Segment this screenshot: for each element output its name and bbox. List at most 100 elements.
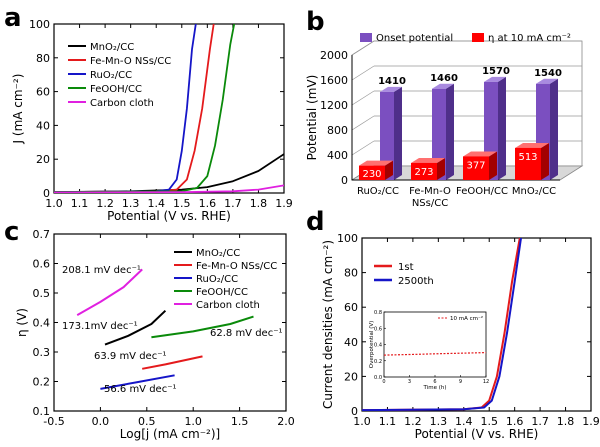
x-category-label: MnO₂/CC xyxy=(512,186,556,197)
onset-bar-side xyxy=(446,83,454,180)
inset-y-tick-label: 0.8 xyxy=(374,310,382,316)
tafel-slope-annotation: 173.1mV dec⁻¹ xyxy=(62,321,138,332)
chart-panel-c: -0.5 0.0 0.5 1.0 1.5 2.0 0.1 0.2 0.3 0.4 0.5 0.6 0.7… xyxy=(15,228,295,441)
panel-letter-a: a xyxy=(4,3,22,33)
inset-x-tick-label: 0 xyxy=(382,379,385,385)
onset-value-label: 1570 xyxy=(482,66,510,77)
onset-bar-top xyxy=(536,78,558,84)
eta-bar-top xyxy=(515,142,549,148)
x-axis-label: Potential (V vs. RHE) xyxy=(107,209,231,223)
y-tick-label: 0.1 xyxy=(33,405,51,418)
x-tick-label: 1.6 xyxy=(506,415,524,428)
y-tick-label: 0.2 xyxy=(33,375,51,388)
inset-y-tick-label: 0.6 xyxy=(374,326,382,332)
panel-letter-c: c xyxy=(4,217,19,247)
legend-swatch xyxy=(472,33,484,42)
y-tick-label: 0.4 xyxy=(33,316,51,329)
eta-value-label: 230 xyxy=(362,169,381,180)
y-axis-label: Potential (mV) xyxy=(305,75,319,161)
inset-y-tick-label: 0.2 xyxy=(374,359,382,365)
series-line xyxy=(362,238,522,411)
legend-label: Carbon cloth xyxy=(90,98,154,109)
legend-label: Fe-Mn-O NSs/CC xyxy=(90,56,171,67)
onset-bar-side xyxy=(498,76,506,180)
y-tick-label: 100 xyxy=(29,18,50,31)
y-axis-label: Current densities (mA cm⁻²) xyxy=(321,240,335,409)
y-tick-label: 0 xyxy=(341,174,348,187)
series-line xyxy=(76,268,143,316)
x-tick-label: 1.7 xyxy=(531,415,549,428)
series-line xyxy=(100,374,175,390)
x-category-label: RuO₂/CC xyxy=(357,186,399,197)
x-tick-label: 1.2 xyxy=(404,415,422,428)
panel-letter-d: d xyxy=(306,207,325,237)
x-tick-label: 1.1 xyxy=(379,415,397,428)
eta-bar-top xyxy=(463,151,497,157)
eta-bar xyxy=(463,156,489,180)
onset-bar-top xyxy=(380,86,402,92)
eta-bar-top xyxy=(411,157,445,163)
onset-value-label: 1410 xyxy=(378,76,406,87)
onset-bar xyxy=(380,91,394,180)
tafel-slope-annotation: 208.1 mV dec⁻¹ xyxy=(62,265,141,276)
eta-value-label: 273 xyxy=(414,167,433,178)
x-tick-label: 2.0 xyxy=(277,415,295,428)
inset-y-tick-label: 0.0 xyxy=(374,375,382,381)
y-tick-label: 0 xyxy=(43,187,50,200)
inset-y-tick-label: 0.4 xyxy=(374,343,382,349)
legend-label: RuO₂/CC xyxy=(90,70,132,81)
x-tick-label: 1.9 xyxy=(582,415,600,428)
gridline-side xyxy=(351,140,375,156)
x-tick-label: 1.1 xyxy=(71,197,89,210)
inset-y-axis-label: Overpotential (V) xyxy=(369,321,375,369)
x-category-label: NSs/CC xyxy=(412,198,448,209)
legend-label: 1st xyxy=(398,262,414,273)
legend-swatch xyxy=(360,33,372,42)
x-category-label: Fe-Mn-O xyxy=(409,186,451,197)
onset-bar-top xyxy=(432,83,454,89)
inset-x-tick-label: 9 xyxy=(459,379,462,385)
plot-frame xyxy=(53,23,285,194)
x-tick-label: 1.7 xyxy=(224,197,242,210)
legend-label: RuO₂/CC xyxy=(196,274,238,285)
y-tick-label: 100 xyxy=(337,232,358,245)
series-line xyxy=(104,309,167,346)
series-line xyxy=(142,355,203,370)
eta-bar xyxy=(515,147,541,180)
x-tick-label: 1.8 xyxy=(557,415,575,428)
y-tick-label: 0 xyxy=(351,405,358,418)
legend-label: FeOOH/CC xyxy=(196,287,248,298)
y-tick-label: 400 xyxy=(327,149,348,162)
chart-panel-d: 1.0 1.1 1.2 1.3 1.4 1.5 1.6 1.7 1.8 1.90204060801… xyxy=(321,232,600,441)
y-tick-label: 1200 xyxy=(320,99,348,112)
series-line xyxy=(54,184,284,193)
y-tick-label: 60 xyxy=(344,301,358,314)
gridline-side xyxy=(351,40,375,56)
eta-value-label: 513 xyxy=(518,152,537,163)
eta-bar-side xyxy=(541,142,549,180)
x-category-label: FeOOH/CC xyxy=(456,186,508,197)
legend-label: MnO₂/CC xyxy=(196,248,240,259)
x-tick-label: 1.6 xyxy=(199,197,217,210)
x-tick-label: 0.0 xyxy=(92,415,110,428)
eta-bar xyxy=(359,165,385,180)
x-tick-label: 1.5 xyxy=(173,197,191,210)
onset-value-label: 1540 xyxy=(534,68,562,79)
x-tick-label: 1.4 xyxy=(147,197,165,210)
eta-bar-side xyxy=(489,151,497,180)
tafel-slope-annotation: 62.8 mV dec⁻¹ xyxy=(210,328,283,339)
y-tick-label: 2000 xyxy=(320,49,348,62)
series-line xyxy=(151,315,254,339)
inset-x-tick-label: 3 xyxy=(408,379,411,385)
x-tick-label: 1.0 xyxy=(353,415,371,428)
legend-label: Fe-Mn-O NSs/CC xyxy=(196,261,277,272)
y-tick-label: 40 xyxy=(344,336,358,349)
legend-label: FeOOH/CC xyxy=(90,84,142,95)
x-tick-label: 1.5 xyxy=(231,415,249,428)
y-tick-label: 0.5 xyxy=(33,287,51,300)
legend-label: η at 10 mA cm⁻² xyxy=(488,33,571,44)
eta-bar-top xyxy=(359,160,393,166)
x-tick-label: 1.3 xyxy=(122,197,140,210)
